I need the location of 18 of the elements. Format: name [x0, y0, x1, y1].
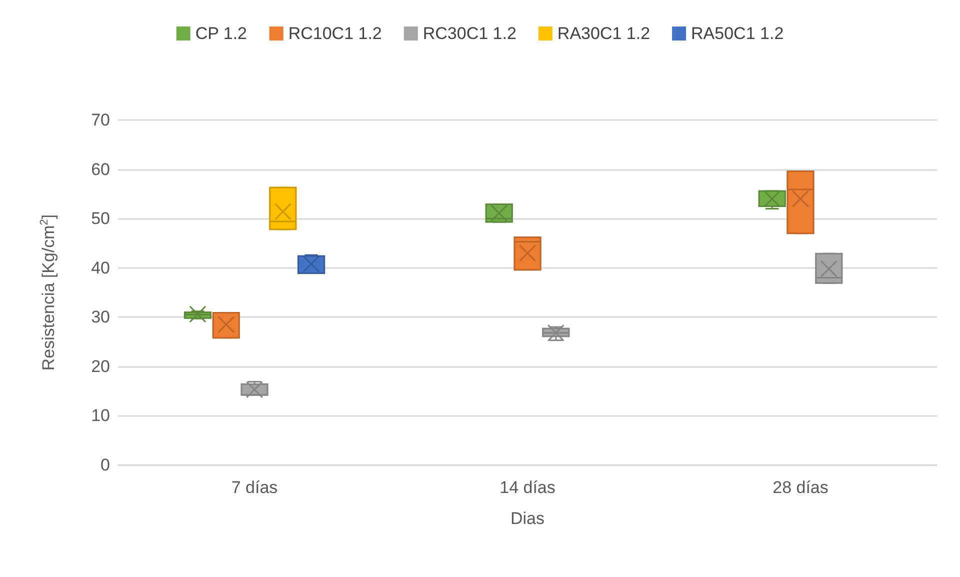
legend-label: RC10C1 1.2 [288, 24, 382, 43]
y-tick-label: 0 [100, 456, 110, 474]
x-tick-label: 7 días [231, 478, 278, 497]
legend-label: RC30C1 1.2 [422, 24, 516, 43]
legend-label: CP 1.2 [195, 24, 248, 43]
y-tick-label: 50 [91, 209, 110, 228]
x-axis-title: Dias [510, 509, 545, 528]
y-tick-label: 20 [91, 356, 110, 376]
y-axis-title: Resistencia [Kg/cm2] [38, 214, 58, 371]
y-tick-label: 40 [91, 258, 110, 278]
legend-label: RA30C1 1.2 [557, 24, 650, 43]
legend-label: RA50C1 1.2 [691, 24, 784, 43]
x-tick-label: 14 días [500, 478, 556, 497]
x-tick-label: 28 días [772, 478, 828, 497]
y-tick-label: 60 [91, 160, 110, 179]
y-tick-label: 70 [91, 110, 110, 130]
y-tick-label: 10 [91, 406, 110, 426]
y-tick-label: 30 [91, 308, 110, 327]
